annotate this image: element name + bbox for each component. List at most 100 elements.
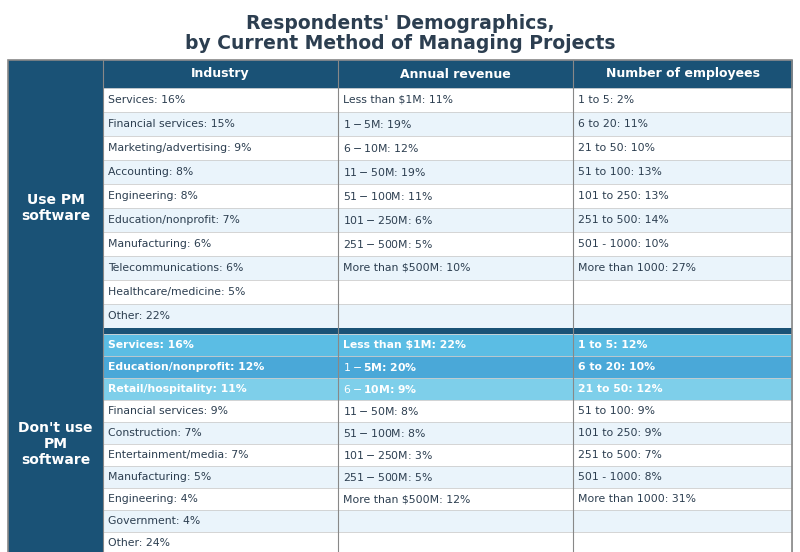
Text: More than 1000: 31%: More than 1000: 31% <box>578 494 696 504</box>
Text: 21 to 50: 12%: 21 to 50: 12% <box>578 384 662 394</box>
Text: 6 to 20: 10%: 6 to 20: 10% <box>578 362 655 372</box>
Bar <box>573 444 792 466</box>
Bar <box>573 532 792 552</box>
Bar <box>338 422 573 444</box>
Text: 251 to 500: 14%: 251 to 500: 14% <box>578 215 669 225</box>
Bar <box>573 488 792 510</box>
Bar <box>103 88 338 112</box>
Text: Entertainment/media: 7%: Entertainment/media: 7% <box>108 450 249 460</box>
Text: Other: 22%: Other: 22% <box>108 311 170 321</box>
Text: $6 - $10M: 12%: $6 - $10M: 12% <box>343 142 419 154</box>
Text: 101 to 250: 13%: 101 to 250: 13% <box>578 191 669 201</box>
Text: Engineering: 8%: Engineering: 8% <box>108 191 198 201</box>
Text: Education/nonprofit: 12%: Education/nonprofit: 12% <box>108 362 264 372</box>
Bar <box>573 334 792 356</box>
Bar <box>103 510 338 532</box>
Bar <box>103 304 338 328</box>
Bar <box>103 184 338 208</box>
Text: Government: 4%: Government: 4% <box>108 516 200 526</box>
Bar <box>573 136 792 160</box>
Bar <box>573 400 792 422</box>
Text: Use PM
software: Use PM software <box>21 193 90 223</box>
Text: $11 - $50M: 8%: $11 - $50M: 8% <box>343 405 419 417</box>
Bar <box>338 208 573 232</box>
Bar <box>573 378 792 400</box>
Text: $1 - $5M: 20%: $1 - $5M: 20% <box>343 361 418 373</box>
Text: $1 - $5M: 19%: $1 - $5M: 19% <box>343 118 412 130</box>
Text: $11 - $50M: 19%: $11 - $50M: 19% <box>343 166 426 178</box>
Bar <box>338 60 573 88</box>
Bar <box>573 208 792 232</box>
Bar <box>103 60 338 88</box>
Bar <box>573 466 792 488</box>
Text: 6 to 20: 11%: 6 to 20: 11% <box>578 119 648 129</box>
Text: $101 - $250M: 3%: $101 - $250M: 3% <box>343 449 433 461</box>
Text: $51 - $100M: 11%: $51 - $100M: 11% <box>343 190 433 202</box>
Bar <box>103 356 338 378</box>
Bar <box>573 280 792 304</box>
Text: $6 - $10M: 9%: $6 - $10M: 9% <box>343 383 418 395</box>
Bar <box>103 444 338 466</box>
Text: Financial services: 15%: Financial services: 15% <box>108 119 235 129</box>
Bar <box>573 510 792 532</box>
Text: Number of employees: Number of employees <box>606 67 759 81</box>
Bar <box>103 160 338 184</box>
Bar <box>8 60 792 552</box>
Bar <box>8 88 103 328</box>
Bar <box>103 334 338 356</box>
Bar <box>573 256 792 280</box>
Text: Don't use
PM
software: Don't use PM software <box>18 421 93 467</box>
Text: Education/nonprofit: 7%: Education/nonprofit: 7% <box>108 215 240 225</box>
Bar <box>103 466 338 488</box>
Bar <box>338 304 573 328</box>
Text: 251 to 500: 7%: 251 to 500: 7% <box>578 450 662 460</box>
Text: $251 - $500M: 5%: $251 - $500M: 5% <box>343 471 433 483</box>
Bar <box>338 488 573 510</box>
Bar <box>103 232 338 256</box>
Bar <box>103 208 338 232</box>
Text: Manufacturing: 6%: Manufacturing: 6% <box>108 239 211 249</box>
Text: 1 to 5: 12%: 1 to 5: 12% <box>578 340 647 350</box>
Text: 501 - 1000: 8%: 501 - 1000: 8% <box>578 472 662 482</box>
Bar <box>338 136 573 160</box>
Text: 501 - 1000: 10%: 501 - 1000: 10% <box>578 239 669 249</box>
Bar <box>338 466 573 488</box>
Text: 101 to 250: 9%: 101 to 250: 9% <box>578 428 662 438</box>
Text: Engineering: 4%: Engineering: 4% <box>108 494 198 504</box>
Bar <box>338 256 573 280</box>
Bar <box>573 232 792 256</box>
Text: Financial services: 9%: Financial services: 9% <box>108 406 228 416</box>
Text: Respondents' Demographics,: Respondents' Demographics, <box>246 14 554 33</box>
Bar <box>8 334 103 552</box>
Text: $51 - $100M: 8%: $51 - $100M: 8% <box>343 427 426 439</box>
Text: 51 to 100: 13%: 51 to 100: 13% <box>578 167 662 177</box>
Text: Telecommunications: 6%: Telecommunications: 6% <box>108 263 243 273</box>
Bar <box>338 400 573 422</box>
Bar <box>103 256 338 280</box>
Text: More than $500M: 10%: More than $500M: 10% <box>343 263 470 273</box>
Bar <box>338 378 573 400</box>
Text: $101 - $250M: 6%: $101 - $250M: 6% <box>343 214 433 226</box>
Bar <box>103 378 338 400</box>
Bar <box>103 422 338 444</box>
Bar <box>103 112 338 136</box>
Bar <box>573 88 792 112</box>
Bar <box>338 532 573 552</box>
Text: Annual revenue: Annual revenue <box>400 67 511 81</box>
Text: More than $500M: 12%: More than $500M: 12% <box>343 494 470 504</box>
Bar <box>573 112 792 136</box>
Bar <box>338 280 573 304</box>
Bar <box>103 280 338 304</box>
Bar <box>573 60 792 88</box>
Bar <box>338 510 573 532</box>
Text: Services: 16%: Services: 16% <box>108 95 186 105</box>
Text: 51 to 100: 9%: 51 to 100: 9% <box>578 406 655 416</box>
Bar <box>8 60 792 88</box>
Bar <box>338 232 573 256</box>
Text: 21 to 50: 10%: 21 to 50: 10% <box>578 143 655 153</box>
Text: Other: 24%: Other: 24% <box>108 538 170 548</box>
Bar <box>338 88 573 112</box>
Text: Services: 16%: Services: 16% <box>108 340 194 350</box>
Text: Retail/hospitality: 11%: Retail/hospitality: 11% <box>108 384 246 394</box>
Bar <box>573 184 792 208</box>
